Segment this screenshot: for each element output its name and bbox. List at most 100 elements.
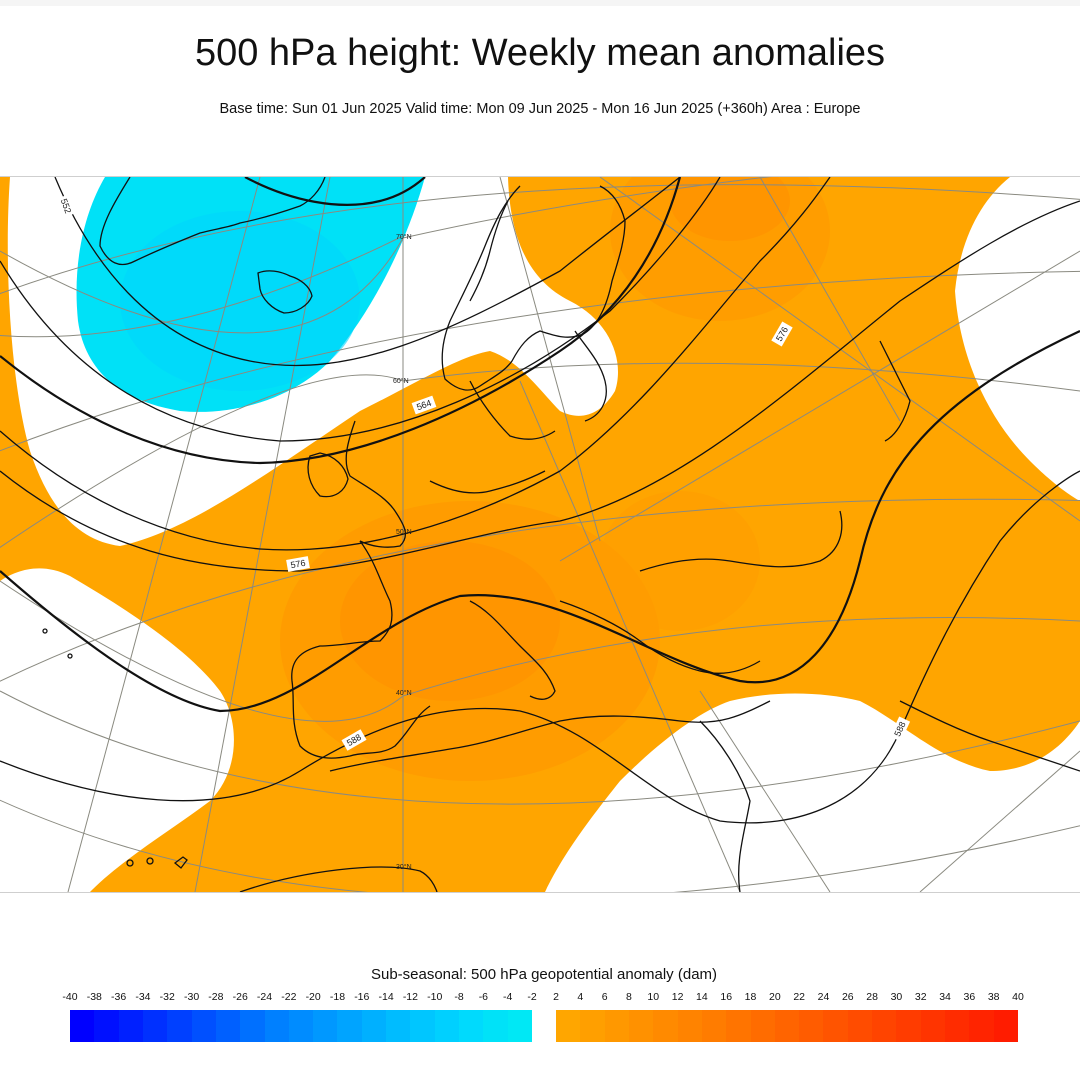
colorbar-cell [240,1010,265,1042]
colorbar-cell [604,1010,629,1042]
colorbar-tick-label: 22 [793,991,805,1003]
colorbar-cell [945,1010,970,1042]
height-contours [0,177,1080,892]
colorbar-tick-label: -6 [478,991,489,1003]
colorbar-tick-label: -14 [378,991,394,1003]
colorbar-tick-label: -38 [86,991,102,1003]
colorbar-tick-label: 6 [601,991,608,1003]
colorbar-cell [70,1010,95,1042]
colorbar-tick-label: -2 [527,991,537,1003]
colorbar-cell [653,1010,678,1042]
colorbar-cell [799,1010,824,1042]
colorbar-tick-label: -32 [159,991,175,1003]
colorbar-cell [507,1010,532,1042]
colorbar-tick-label: 20 [768,991,781,1003]
svg-text:60°N: 60°N [393,377,409,385]
colorbar-tick-label: -18 [329,991,346,1003]
colorbar-cell [677,1010,702,1042]
chart-subtitle: Base time: Sun 01 Jun 2025 Valid time: M… [219,101,861,117]
colorbar-tick-label: 32 [914,991,927,1003]
colorbar-cell [94,1010,119,1042]
colorbar-cell [337,1010,362,1042]
colorbar-tick-label: -30 [183,991,200,1003]
coastlines [42,177,1080,892]
colorbar-tick-label: 36 [963,991,976,1003]
positive-anomaly-field [0,177,1080,892]
colorbar-cell [580,1010,605,1042]
colorbar-tick-label: -16 [354,991,370,1003]
map-canvas: 552 564 576 576 588 588 [0,177,1080,892]
colorbar-tick-label: 2 [553,991,559,1003]
colorbar-cell [288,1010,314,1042]
colorbar-tick-label: -34 [135,991,151,1003]
colorbar-tick-label: -26 [232,991,248,1003]
colorbar-tick-label: 16 [720,991,733,1003]
colorbar-cell [750,1010,775,1042]
colorbar-tick-label: 14 [696,991,708,1003]
colorbar-tick-label: -12 [402,991,418,1003]
latitude-labels: 70°N 60°N 50°N 40°N 30°N [393,233,412,871]
colorbar-cell [264,1010,289,1042]
svg-text:40°N: 40°N [396,689,412,697]
negative-colorbar [70,1010,532,1042]
colorbar-tick-label: -36 [111,991,127,1003]
colorbar-cell [823,1010,848,1042]
colorbar-cell [386,1010,411,1042]
colorbar-cell [483,1010,508,1042]
contour-label: 588 [341,729,367,751]
colorbar-tick-label: -24 [256,991,273,1003]
colorbar-cell [628,1010,654,1042]
colorbar-tick-label: 38 [987,991,1000,1003]
colorbar-cell [118,1010,143,1042]
colorbar-tick-label: 34 [939,991,951,1003]
colorbar-tick-label: 28 [866,991,878,1003]
svg-text:30°N: 30°N [396,863,412,871]
colorbar-cell [872,1010,897,1042]
positive-colorbar [556,1010,1018,1042]
colorbar-cell [556,1010,581,1042]
colorbar-cell [313,1010,338,1042]
colorbar-title: Sub-seasonal: 500 hPa geopotential anoma… [370,966,718,983]
svg-text:564: 564 [415,398,433,413]
contour-label: 552 [56,194,76,218]
colorbar-cell [410,1010,435,1042]
svg-text:50°N: 50°N [396,528,412,536]
colorbar-cell [215,1010,241,1042]
colorbar-tick-label: 24 [817,991,830,1003]
colorbar-tick-label: -10 [427,991,443,1003]
contour-label: 588 [889,716,911,742]
positive-tick-labels: 2 4 6 8 10 12 14 16 18 20 22 24 26 28 30 32 34 36 38 40 [553,991,1024,1005]
colorbar-tick-label: 40 [1012,991,1024,1003]
negative-tick-labels: -40 -38 -36 -34 -32 -30 -28 -26 -24 -22 -20 -18 -16-… [62,991,536,1005]
colorbar-tick-label: -4 [503,991,513,1003]
top-strip [0,0,1080,6]
colorbar-cell [361,1010,387,1042]
chart-title: 500 hPa height: Weekly mean anomalies [194,32,886,74]
colorbar-cell [191,1010,216,1042]
anomaly-map: 552 564 576 576 588 588 [0,176,1080,893]
colorbar-cell [726,1010,751,1042]
colorbar-tick-label: 30 [890,991,903,1003]
colorbar-tick-label: -40 [62,991,78,1003]
colorbar-tick-label: 18 [744,991,757,1003]
colorbar-cell [701,1010,727,1042]
colorbar-cell [142,1010,168,1042]
colorbar-cell [774,1010,800,1042]
colorbar-tick-label: -22 [281,991,297,1003]
colorbar-tick-label: -8 [454,991,464,1003]
contour-label: 564 [411,395,437,415]
colorbar-tick-label: 4 [577,991,584,1003]
colorbar-tick-label: 8 [626,991,632,1003]
contour-label: 576 [771,321,793,347]
colorbar-tick-label: 10 [647,991,660,1003]
colorbar-tick-label: -28 [208,991,224,1003]
svg-text:576: 576 [290,558,307,570]
svg-text:552: 552 [59,197,74,215]
colorbar-cell [434,1010,459,1042]
colorbar-cell [459,1010,484,1042]
contour-labels: 552 564 576 576 588 588 [56,194,911,751]
colorbar-cell [847,1010,873,1042]
negative-anomaly-field [76,177,426,412]
colorbar-cell [993,1010,1018,1042]
contour-label: 576 [286,556,310,572]
